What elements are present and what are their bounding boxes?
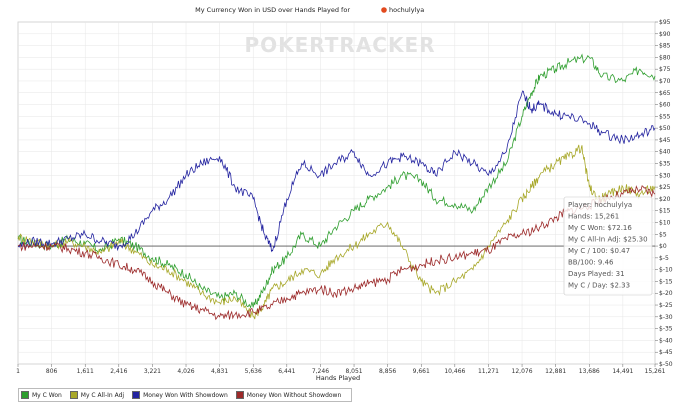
series-line-2 xyxy=(17,144,656,320)
y-tick-label: $-5 xyxy=(659,255,669,262)
y-tick-label: $-45 xyxy=(659,349,673,356)
x-tick-label: 7,246 xyxy=(312,368,329,375)
y-tick-label: $80 xyxy=(659,54,671,61)
tooltip-line: BB/100: 9.46 xyxy=(568,259,614,267)
player-flame-icon xyxy=(381,7,387,13)
y-tick-label: $20 xyxy=(659,196,671,203)
x-tick-label: 8,051 xyxy=(345,368,362,375)
legend-swatch xyxy=(235,391,244,399)
y-tick-label: $-35 xyxy=(659,326,673,333)
x-tick-label: 6,441 xyxy=(278,368,295,375)
player-name: hochulylya xyxy=(389,6,424,14)
y-tick-label: $65 xyxy=(659,90,671,97)
x-tick-label: 806 xyxy=(46,368,58,375)
y-tick-label: $60 xyxy=(659,102,671,109)
grid-lines xyxy=(17,21,656,365)
y-tick-label: $95 xyxy=(659,19,671,26)
y-tick-label: $85 xyxy=(659,43,671,50)
y-tick-label: $75 xyxy=(659,66,671,73)
y-tick-label: $-25 xyxy=(659,302,673,309)
legend-item-1[interactable]: My C Won xyxy=(21,391,62,399)
y-tick-label: $90 xyxy=(659,31,671,38)
tooltip-box xyxy=(563,196,653,296)
y-tick-label: $10 xyxy=(659,219,671,226)
x-axis-ticks: 1 806 1,611 2,416 3,221 4,026 4,831 5,636 6,441 7… xyxy=(16,364,666,375)
y-tick-label: $-15 xyxy=(659,278,673,285)
x-tick-label: 5,636 xyxy=(245,368,262,375)
x-tick-label: 9,661 xyxy=(413,368,430,375)
tooltip-line: My C / 100: $0.47 xyxy=(568,247,630,255)
x-tick-label: 14,491 xyxy=(612,368,633,375)
legend-swatch xyxy=(69,391,78,399)
watermark: POKERTRACKER xyxy=(244,33,435,57)
x-tick-label: 8,856 xyxy=(379,368,396,375)
hover-tooltip: Player: hochulylya Hands: 15,261 My C Won:… xyxy=(563,196,653,296)
y-tick-label: $25 xyxy=(659,184,671,191)
legend-swatch xyxy=(132,391,141,399)
legend-label: Money Won Without Showdown xyxy=(246,391,342,399)
legend-swatch xyxy=(21,391,29,399)
x-tick-label: 10,466 xyxy=(444,368,465,375)
y-tick-label: $30 xyxy=(659,172,671,179)
y-tick-label: $5 xyxy=(659,231,667,238)
x-tick-label: 12,076 xyxy=(512,368,533,375)
x-tick-label: 13,686 xyxy=(579,368,600,375)
x-tick-label: 4,831 xyxy=(211,368,228,375)
x-tick-label: 15,261 xyxy=(645,368,666,375)
series-line-3 xyxy=(17,90,656,253)
x-tick-label: 3,221 xyxy=(144,368,161,375)
tooltip-line: Days Played: 31 xyxy=(568,270,625,278)
legend-label: My C Won xyxy=(32,391,62,399)
chart-title-group: My Currency Won in USD over Hands Played… xyxy=(195,6,424,14)
series-line-1 xyxy=(17,53,656,309)
plot-area xyxy=(17,21,656,365)
legend: My C Won My C All-In Adj Money Won With Sh… xyxy=(18,388,353,402)
chart-title: My Currency Won in USD over Hands Played… xyxy=(195,6,350,14)
x-tick-label: 11,271 xyxy=(478,368,499,375)
y-tick-label: $15 xyxy=(659,208,671,215)
x-tick-label: 1 xyxy=(16,368,20,375)
x-tick-label: 2,416 xyxy=(110,368,127,375)
x-tick-label: 12,881 xyxy=(545,368,566,375)
y-tick-label: $35 xyxy=(659,161,671,168)
watermark-group: POKERTRACKER xyxy=(244,33,435,57)
y-tick-label: $-30 xyxy=(659,314,673,321)
plot-frame xyxy=(17,21,656,365)
x-axis-title: Hands Played xyxy=(316,374,360,382)
y-tick-label: $-10 xyxy=(659,267,673,274)
tooltip-line: My C / Day: $2.33 xyxy=(568,282,630,290)
y-tick-label: $40 xyxy=(659,149,671,156)
y-axis-ticks: $-50 $-45 $-40 $-35 $-30 $-25 $-20 $-15 $-10 $-5 $… xyxy=(655,19,673,368)
y-tick-label: $45 xyxy=(659,137,671,144)
tooltip-line: Player: hochulylya xyxy=(568,201,632,209)
series-group xyxy=(17,53,656,321)
y-tick-label: $70 xyxy=(659,78,671,85)
y-tick-label: $-20 xyxy=(659,290,673,297)
y-tick-label: $-40 xyxy=(659,337,673,344)
y-tick-label: $50 xyxy=(659,125,671,132)
legend-item-4[interactable]: Money Won Without Showdown xyxy=(235,391,342,399)
y-tick-label: $-50 xyxy=(659,361,673,368)
tooltip-line: My C Won: $72.16 xyxy=(568,224,632,232)
series-line-4 xyxy=(17,185,656,321)
legend-item-3[interactable]: Money Won With Showdown xyxy=(132,391,228,399)
x-tick-label: 4,026 xyxy=(177,368,194,375)
legend-label: My C All-In Adj xyxy=(80,391,125,399)
legend-item-2[interactable]: My C All-In Adj xyxy=(69,391,125,399)
x-tick-label: 1,611 xyxy=(77,368,94,375)
tooltip-line: Hands: 15,261 xyxy=(568,213,619,221)
y-tick-label: $0 xyxy=(659,243,667,250)
y-tick-label: $55 xyxy=(659,113,671,120)
legend-label: Money Won With Showdown xyxy=(143,391,228,399)
tooltip-line: My C All-In Adj: $25.30 xyxy=(568,236,648,244)
